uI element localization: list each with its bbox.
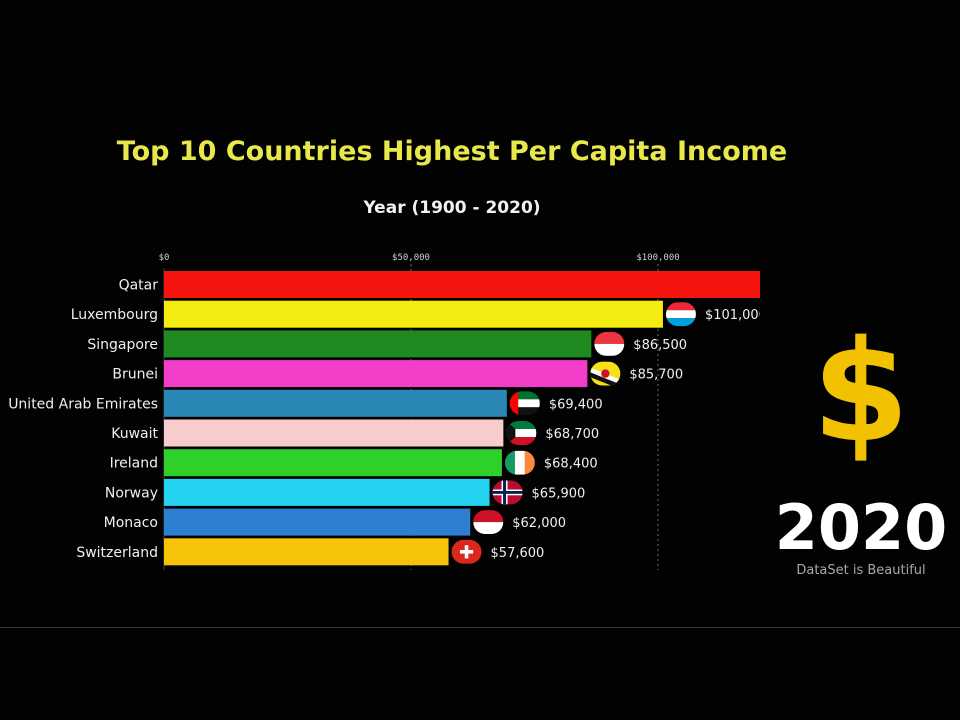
bar-ireland xyxy=(164,449,502,477)
value-label: $68,700 xyxy=(545,427,599,442)
category-label: Qatar xyxy=(119,278,159,294)
bar-singapore xyxy=(164,330,592,358)
category-label: Monaco xyxy=(104,515,158,531)
value-label: $65,900 xyxy=(532,486,586,501)
bar-luxembourg xyxy=(164,300,663,328)
category-label: Luxembourg xyxy=(71,307,158,323)
flag-monaco-icon xyxy=(473,510,504,535)
bar-qatar xyxy=(164,271,760,298)
value-label: $68,400 xyxy=(544,457,598,472)
flag-luxembourg-icon xyxy=(665,302,696,327)
value-label: $85,700 xyxy=(629,368,683,383)
frame-divider xyxy=(0,627,960,628)
bar-brunei xyxy=(164,360,588,388)
watermark-credit: DataSet is Beautiful xyxy=(796,563,926,578)
flag-uae-icon xyxy=(509,391,540,416)
x-tick-label: $50,000 xyxy=(392,253,430,263)
flag-switzerland-icon xyxy=(451,539,482,564)
x-tick-label: $0 xyxy=(159,253,170,263)
bar-united-arab-emirates xyxy=(164,389,507,417)
bar-switzerland xyxy=(164,538,449,566)
value-label: $86,500 xyxy=(633,338,687,353)
bar-monaco xyxy=(164,508,471,536)
category-label: Norway xyxy=(105,485,158,501)
value-label: $62,000 xyxy=(512,516,566,531)
year-counter: 2020 xyxy=(774,491,948,564)
value-label: $69,400 xyxy=(549,397,603,412)
category-label: Ireland xyxy=(110,456,158,472)
value-label: $57,600 xyxy=(491,546,545,561)
value-label: $101,000 xyxy=(705,308,760,323)
category-label: Kuwait xyxy=(111,426,158,442)
bar-kuwait xyxy=(164,419,504,447)
category-label: Switzerland xyxy=(76,545,158,561)
bar-chart: $0$50,000$100,000Qatar$124,000Luxembourg… xyxy=(8,253,760,570)
chart-title: Top 10 Countries Highest Per Capita Inco… xyxy=(116,136,788,167)
flag-brunei-icon xyxy=(590,361,621,386)
x-tick-label: $100,000 xyxy=(636,253,679,263)
flag-singapore-icon xyxy=(594,331,625,356)
flag-kuwait-icon xyxy=(506,421,537,445)
category-label: Singapore xyxy=(87,337,158,353)
flag-ireland-icon xyxy=(504,450,535,475)
flag-norway-icon xyxy=(492,480,523,505)
category-label: Brunei xyxy=(112,367,158,383)
bar-norway xyxy=(164,478,490,506)
dollar-sign-icon: $ xyxy=(812,311,910,474)
chart-subtitle: Year (1900 - 2020) xyxy=(363,198,541,218)
category-label: United Arab Emirates xyxy=(8,396,158,412)
